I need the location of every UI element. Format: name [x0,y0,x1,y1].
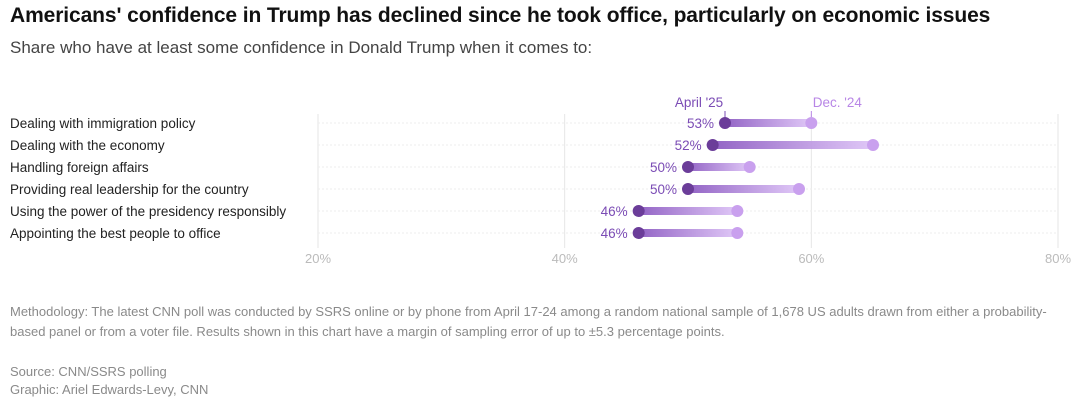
x-tick-label: 80% [1045,251,1071,266]
x-tick-label: 60% [798,251,824,266]
value-label: 46% [601,204,628,219]
x-tick-label: 20% [305,251,331,266]
methodology-note: Methodology: The latest CNN poll was con… [10,304,1047,339]
graphic-credit: Graphic: Ariel Edwards-Levy, CNN [10,382,209,397]
series-label-december: Dec. '24 [813,95,863,110]
dec-24-point [793,183,805,195]
value-label: 50% [650,182,677,197]
dumbbell-bar [688,163,750,171]
series-label-april: April '25 [675,95,723,110]
dec-24-point [805,117,818,129]
dumbbell-bar [638,229,738,237]
april-25-point [706,139,719,151]
category-label: Providing real leadership for the countr… [10,182,249,197]
dumbbell-bar [712,141,873,149]
dumbbell-bar [688,185,799,193]
chart-marks: Dealing with immigration policy 53% April … [10,95,879,241]
april-25-point [632,227,645,239]
dec-24-point [731,227,744,239]
category-label: Dealing with the economy [10,138,165,153]
april-25-point [682,161,694,173]
chart-subtitle: Share who have at least some confidence … [10,38,593,57]
category-label: Appointing the best people to office [10,226,221,241]
april-25-point [632,205,645,217]
x-tick-label: 40% [552,251,578,266]
dec-24-point [743,161,756,173]
dec-24-point [867,139,879,151]
value-label: 50% [650,160,677,175]
value-label: 52% [675,138,702,153]
chart-title: Americans' confidence in Trump has decli… [10,4,991,27]
dumbbell-bar [638,207,738,215]
category-label: Using the power of the presidency respon… [10,204,286,219]
dec-24-point [731,205,744,217]
category-label: Dealing with immigration policy [10,116,196,131]
category-label: Handling foreign affairs [10,160,149,175]
value-label: 46% [601,226,628,241]
dumbbell-bar [725,119,812,127]
april-25-point [682,183,694,195]
value-label: 53% [687,116,714,131]
source-note: Source: CNN/SSRS polling [10,364,167,379]
dumbbell-chart: 20% 40% 60% 80% Dealing with immigration po… [10,95,1071,266]
april-25-point [719,117,731,129]
